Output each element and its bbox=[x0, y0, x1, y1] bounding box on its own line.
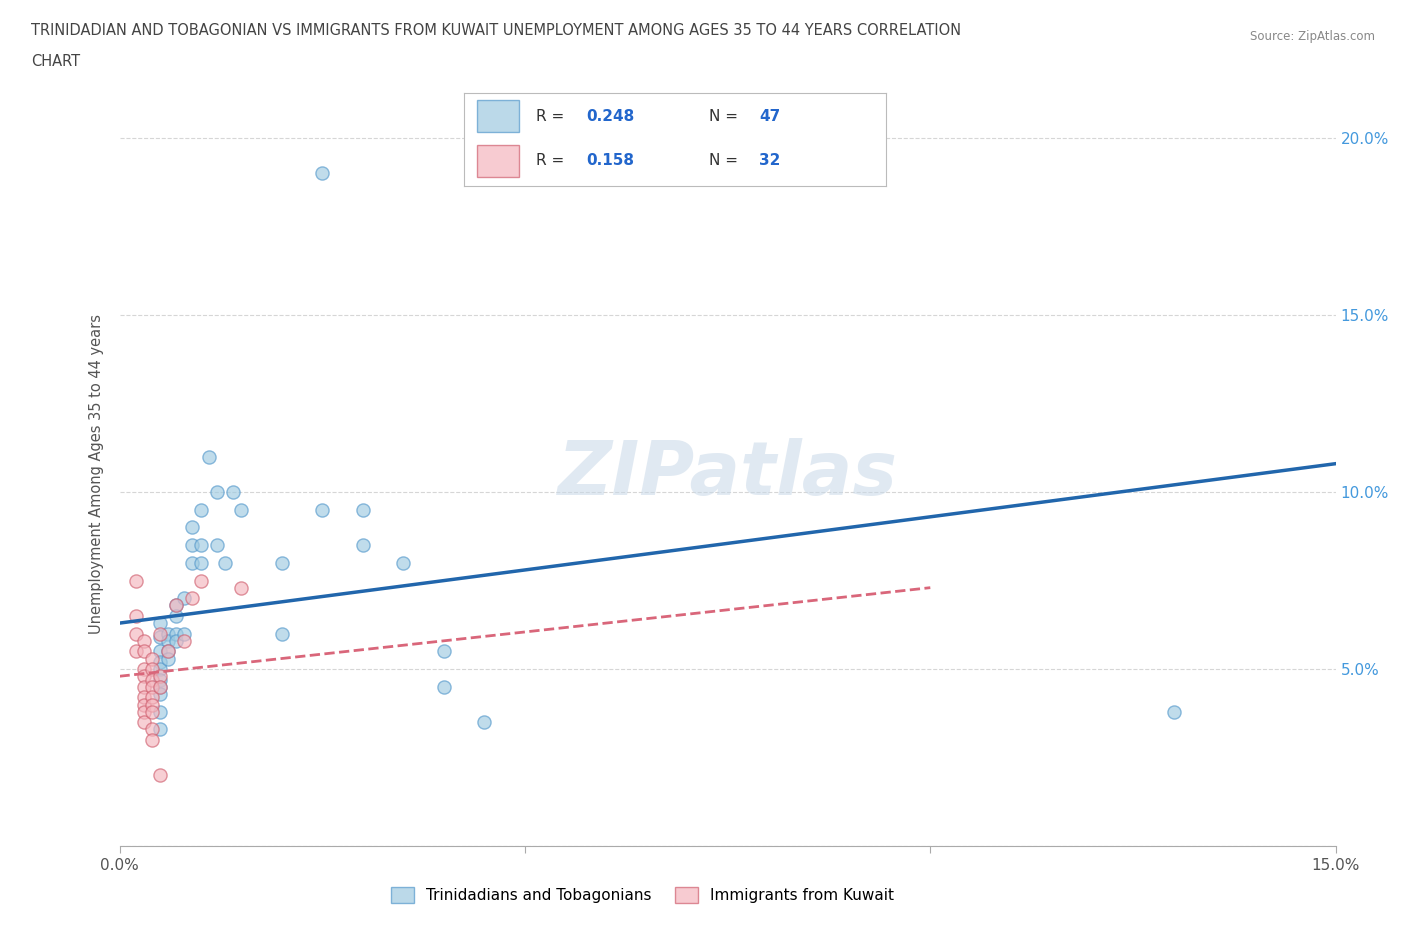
Point bbox=[149, 644, 172, 658]
Point bbox=[231, 502, 253, 517]
Point bbox=[141, 704, 163, 719]
Point bbox=[165, 626, 187, 641]
Text: R =: R = bbox=[536, 153, 569, 168]
Text: Source: ZipAtlas.com: Source: ZipAtlas.com bbox=[1250, 30, 1375, 43]
Point bbox=[190, 573, 212, 588]
Point bbox=[173, 633, 195, 648]
Point bbox=[149, 630, 172, 644]
Point bbox=[197, 449, 219, 464]
Point bbox=[270, 555, 292, 570]
Point bbox=[181, 591, 204, 605]
Point bbox=[173, 591, 195, 605]
Point bbox=[141, 680, 163, 695]
Point bbox=[149, 686, 172, 701]
Point bbox=[141, 662, 163, 677]
Point bbox=[141, 672, 163, 687]
Point bbox=[125, 644, 148, 658]
Point bbox=[132, 704, 155, 719]
Point bbox=[149, 655, 172, 670]
Point bbox=[433, 680, 456, 695]
Bar bbox=[477, 145, 519, 177]
Point bbox=[311, 166, 333, 180]
Point bbox=[433, 644, 456, 658]
Point bbox=[132, 690, 155, 705]
Y-axis label: Unemployment Among Ages 35 to 44 years: Unemployment Among Ages 35 to 44 years bbox=[89, 314, 104, 634]
Point bbox=[141, 733, 163, 748]
Point bbox=[165, 633, 187, 648]
Point bbox=[141, 651, 163, 666]
Point bbox=[181, 555, 204, 570]
Point bbox=[125, 608, 148, 623]
Point bbox=[165, 598, 187, 613]
Point bbox=[141, 698, 163, 712]
Point bbox=[205, 538, 228, 552]
Text: N =: N = bbox=[709, 109, 742, 124]
Text: CHART: CHART bbox=[31, 54, 80, 69]
Point bbox=[149, 672, 172, 687]
Point bbox=[141, 722, 163, 737]
Text: 32: 32 bbox=[759, 153, 780, 168]
Text: 47: 47 bbox=[759, 109, 780, 124]
Text: ZIPatlas: ZIPatlas bbox=[558, 438, 897, 511]
Point bbox=[125, 626, 148, 641]
Point bbox=[1163, 704, 1185, 719]
Point bbox=[132, 633, 155, 648]
Point bbox=[157, 644, 180, 658]
Point bbox=[205, 485, 228, 499]
Text: 0.248: 0.248 bbox=[586, 109, 634, 124]
Point bbox=[231, 580, 253, 595]
Point bbox=[149, 616, 172, 631]
Text: TRINIDADIAN AND TOBAGONIAN VS IMMIGRANTS FROM KUWAIT UNEMPLOYMENT AMONG AGES 35 : TRINIDADIAN AND TOBAGONIAN VS IMMIGRANTS… bbox=[31, 23, 962, 38]
Point bbox=[190, 555, 212, 570]
Point bbox=[149, 680, 172, 695]
Point bbox=[214, 555, 236, 570]
Text: R =: R = bbox=[536, 109, 569, 124]
Point bbox=[149, 680, 172, 695]
Point bbox=[173, 626, 195, 641]
Point bbox=[165, 598, 187, 613]
Point bbox=[392, 555, 415, 570]
Point bbox=[149, 768, 172, 783]
Point bbox=[190, 538, 212, 552]
Point bbox=[149, 662, 172, 677]
Point bbox=[125, 573, 148, 588]
Point bbox=[132, 715, 155, 730]
Point bbox=[132, 680, 155, 695]
Point bbox=[181, 520, 204, 535]
Point bbox=[149, 626, 172, 641]
Point bbox=[157, 644, 180, 658]
Point bbox=[352, 502, 374, 517]
Point bbox=[157, 651, 180, 666]
Point bbox=[472, 715, 496, 730]
Point bbox=[181, 538, 204, 552]
Text: 0.158: 0.158 bbox=[586, 153, 634, 168]
Point bbox=[157, 633, 180, 648]
Legend: Trinidadians and Tobagonians, Immigrants from Kuwait: Trinidadians and Tobagonians, Immigrants… bbox=[385, 881, 900, 910]
Point bbox=[165, 608, 187, 623]
Point bbox=[149, 704, 172, 719]
Point bbox=[157, 626, 180, 641]
Point bbox=[222, 485, 245, 499]
Point bbox=[132, 698, 155, 712]
Point bbox=[190, 502, 212, 517]
Point bbox=[149, 722, 172, 737]
Point bbox=[132, 669, 155, 684]
Bar bbox=[477, 100, 519, 132]
Point bbox=[149, 669, 172, 684]
Point bbox=[132, 662, 155, 677]
Point bbox=[141, 690, 163, 705]
Point bbox=[132, 644, 155, 658]
Point bbox=[311, 502, 333, 517]
Point bbox=[270, 626, 292, 641]
Point bbox=[352, 538, 374, 552]
Text: N =: N = bbox=[709, 153, 742, 168]
